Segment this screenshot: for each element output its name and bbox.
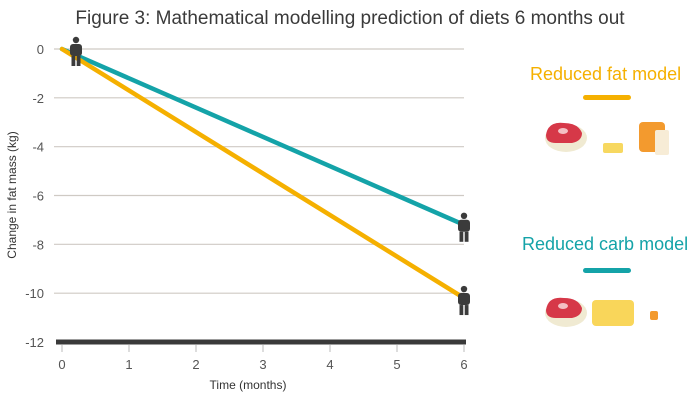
y-tick-label: -12 [25,335,44,350]
legend-line-fat [583,95,631,100]
series-line-reduced-carb-model [59,46,467,228]
legend-label-fat: Reduced fat model [530,64,682,84]
x-tick-label: 3 [259,357,266,372]
y-tick-label: -8 [32,237,44,252]
chart-title: Figure 3: Mathematical modelling predict… [75,8,625,29]
steak-icon [545,297,587,327]
bread-icon [639,122,669,155]
steak-icon [545,122,587,152]
legend-carb-icons [545,297,658,327]
bread-small-icon [650,311,658,320]
x-tick-label: 4 [326,357,333,372]
person-icon [70,36,82,66]
y-axis-label: Change in fat mass (kg) [5,131,19,258]
y-tick-label: -10 [25,286,44,301]
person-icon [458,285,470,316]
y-tick-label: -4 [32,140,44,155]
butter-large-icon [592,300,634,326]
butter-small-icon [603,143,623,153]
x-tick-label: 6 [460,357,467,372]
x-tick-label: 0 [58,357,65,372]
x-axis-label: Time (months) [210,378,287,392]
x-tick-label: 1 [125,357,132,372]
y-tick-label: -2 [32,91,44,106]
legend-label-carb: Reduced carb model [522,234,689,254]
legend-fat-icons [545,122,669,155]
y-tick-label: -6 [32,189,44,204]
person-icon [458,212,470,242]
y-tick-label: 0 [37,42,44,57]
series-line-reduced-fat-model [59,46,467,301]
x-tick-label: 2 [192,357,199,372]
x-tick-label: 5 [393,357,400,372]
legend-line-carb [583,268,631,273]
